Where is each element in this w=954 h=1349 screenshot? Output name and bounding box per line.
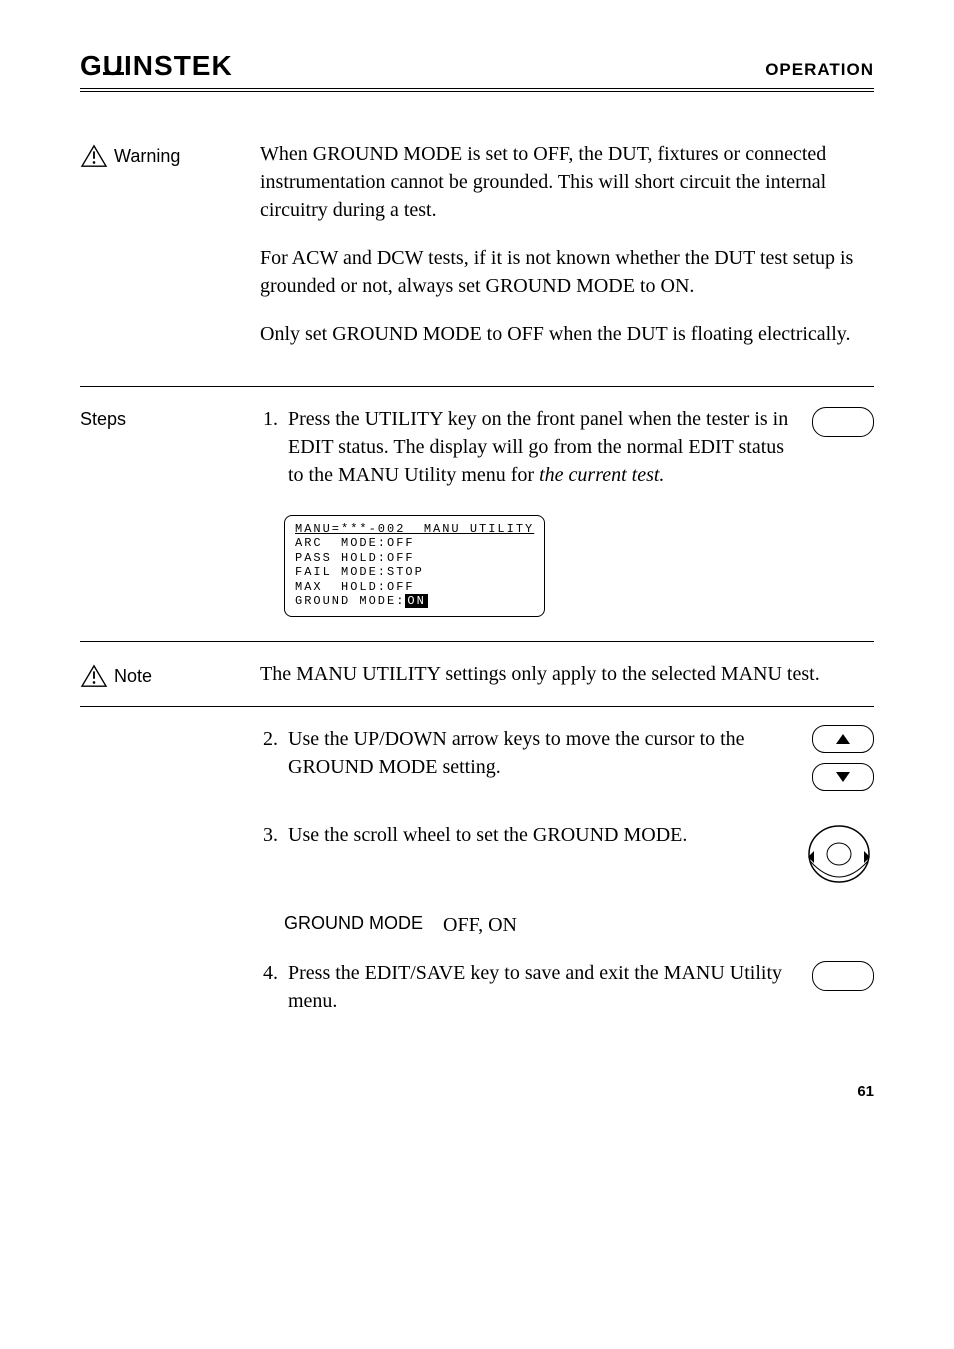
step-2-text: Use the UP/DOWN arrow keys to move the c… (288, 725, 802, 781)
lcd-title: MANU=***-002 MANU UTILITY (295, 522, 534, 536)
edit-save-key-icon (812, 961, 874, 991)
steps-label: Steps (80, 409, 126, 429)
step-3-text: Use the scroll wheel to set the GROUND M… (288, 821, 794, 849)
note-label: Note (114, 666, 152, 687)
ground-mode-values: GROUND MODE OFF, ON (284, 911, 874, 939)
lcd-display: MANU=***-002 MANU UTILITY ARC MODE:OFF P… (284, 515, 545, 617)
steps-block: Steps 1. Press the UTILITY key on the fr… (80, 386, 874, 641)
ground-mode-options: OFF, ON (443, 911, 517, 939)
section-title: OPERATION (765, 60, 874, 80)
utility-key-icon (812, 407, 874, 437)
warning-text-1: When GROUND MODE is set to OFF, the DUT,… (260, 140, 874, 224)
lcd-line-5a: GROUND MODE: (295, 594, 405, 608)
step-1-number: 1. (260, 405, 278, 433)
up-arrow-key-icon (812, 725, 874, 753)
note-block: Note The MANU UTILITY settings only appl… (80, 641, 874, 706)
warning-icon (80, 144, 108, 168)
step-2: 2. Use the UP/DOWN arrow keys to move th… (260, 725, 874, 801)
step-3: 3. Use the scroll wheel to set the GROUN… (260, 821, 874, 891)
step-3-number: 3. (260, 821, 278, 849)
step-1-italic: the current test. (539, 464, 664, 486)
step-2-number: 2. (260, 725, 278, 753)
page-number: 61 (80, 1083, 874, 1100)
note-text: The MANU UTILITY settings only apply to … (260, 660, 874, 688)
lcd-line-2: PASS HOLD:OFF (295, 551, 415, 565)
warning-text-2: For ACW and DCW tests, if it is not know… (260, 244, 874, 300)
ground-mode-label: GROUND MODE (284, 911, 423, 939)
lcd-line-3: FAIL MODE:STOP (295, 565, 424, 579)
step-4: 4. Press the EDIT/SAVE key to save and e… (260, 959, 874, 1015)
brand-logo: GUINSTEK (80, 50, 233, 82)
down-arrow-key-icon (812, 763, 874, 791)
step-4-number: 4. (260, 959, 278, 987)
scroll-wheel-icon (804, 821, 874, 891)
step-1: 1. Press the UTILITY key on the front pa… (260, 405, 874, 489)
warning-text-3: Only set GROUND MODE to OFF when the DUT… (260, 320, 874, 348)
note-icon (80, 664, 108, 688)
page-header: GUINSTEK OPERATION (80, 50, 874, 92)
warning-label: Warning (114, 146, 180, 167)
lcd-line-1: ARC MODE:OFF (295, 536, 415, 550)
warning-block: Warning When GROUND MODE is set to OFF, … (80, 122, 874, 386)
steps-continued: 2. Use the UP/DOWN arrow keys to move th… (80, 706, 874, 1053)
lcd-line-4: MAX HOLD:OFF (295, 580, 415, 594)
step-4-text: Press the EDIT/SAVE key to save and exit… (288, 959, 802, 1015)
lcd-line-5b: ON (405, 594, 427, 608)
